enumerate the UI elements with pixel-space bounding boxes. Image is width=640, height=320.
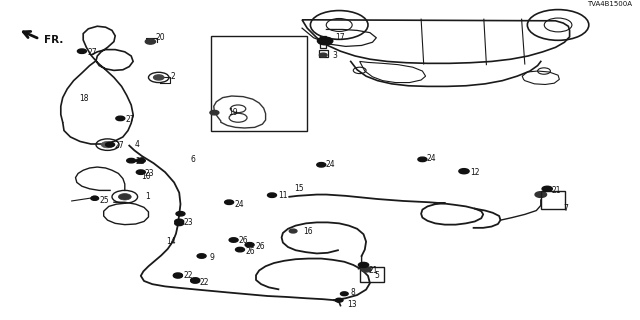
Circle shape [319,53,327,57]
Text: TVA4B1500A: TVA4B1500A [588,1,632,7]
Circle shape [335,298,343,302]
Text: 21: 21 [552,186,561,195]
Text: 25: 25 [99,196,109,205]
Bar [320,36,326,48]
Circle shape [268,193,276,197]
Text: 26: 26 [238,236,248,245]
Circle shape [535,192,547,197]
Circle shape [191,278,200,282]
Circle shape [173,274,182,278]
Text: 22: 22 [183,271,193,280]
Circle shape [191,279,200,283]
Circle shape [176,212,185,216]
Circle shape [358,262,369,268]
Circle shape [173,273,182,277]
Text: 2: 2 [171,72,175,81]
Text: 21: 21 [369,266,378,275]
Text: 27: 27 [115,141,124,150]
Circle shape [340,292,348,296]
Circle shape [317,37,333,45]
Text: 19: 19 [228,108,238,117]
Circle shape [225,200,234,204]
Circle shape [175,221,184,226]
Text: 14: 14 [166,237,176,246]
Text: 22: 22 [136,157,145,166]
Text: 6: 6 [190,155,195,164]
Circle shape [210,110,219,115]
Text: 11: 11 [278,191,288,200]
Circle shape [92,196,98,199]
Text: 4: 4 [134,140,140,149]
Circle shape [127,158,136,163]
Text: 1: 1 [145,192,150,201]
Circle shape [459,169,469,174]
Circle shape [91,196,99,200]
Circle shape [136,158,145,163]
Circle shape [154,75,164,80]
Text: 13: 13 [348,300,357,309]
Circle shape [236,247,244,252]
Circle shape [145,39,156,44]
Text: 17: 17 [335,33,344,42]
Circle shape [116,116,125,121]
Text: 9: 9 [209,253,214,262]
Bar [360,267,384,282]
Text: 27: 27 [125,116,135,124]
Circle shape [245,243,254,247]
Text: 16: 16 [303,227,312,236]
Bar [211,36,307,131]
Circle shape [101,141,114,148]
Circle shape [136,170,145,174]
Text: 22: 22 [200,278,209,287]
Circle shape [289,229,297,233]
Circle shape [197,254,206,258]
Bar [541,191,565,209]
Text: 18: 18 [79,94,88,103]
Circle shape [361,267,371,272]
Circle shape [418,157,427,162]
Text: 15: 15 [294,184,304,193]
Circle shape [77,49,86,53]
Bar [319,50,328,57]
Text: 8: 8 [350,288,355,297]
Text: 10: 10 [141,172,150,181]
Text: FR.: FR. [44,35,63,45]
Text: 20: 20 [156,33,165,42]
Text: 23: 23 [183,218,193,227]
Text: 26: 26 [255,242,265,251]
Text: 3: 3 [333,51,338,60]
Circle shape [317,163,326,167]
Circle shape [229,238,238,242]
Text: 26: 26 [246,247,255,256]
Text: 24: 24 [234,200,244,209]
Circle shape [542,186,552,191]
Text: 12: 12 [470,168,480,177]
Text: 7: 7 [563,204,568,213]
Circle shape [175,219,184,224]
Text: 24: 24 [426,154,436,163]
Text: 23: 23 [145,169,154,178]
Text: 24: 24 [326,160,335,169]
Text: 5: 5 [374,271,380,280]
Text: 27: 27 [87,48,97,57]
Circle shape [118,194,131,200]
Circle shape [106,142,115,147]
